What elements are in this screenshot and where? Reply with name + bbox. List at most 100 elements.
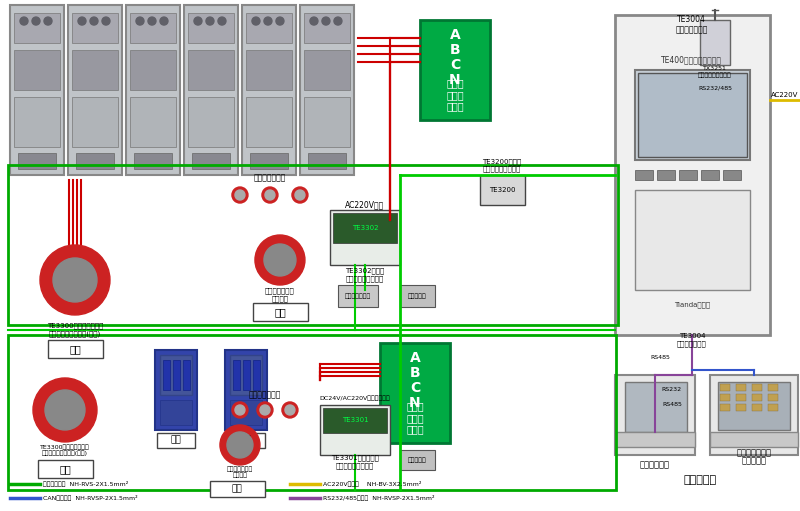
Text: 弧焊电压探测器: 弧焊电压探测器 — [345, 293, 371, 299]
Text: 消防控制室: 消防控制室 — [683, 475, 717, 485]
Bar — [14, 13, 60, 43]
Bar — [163, 360, 170, 390]
Bar — [72, 50, 118, 90]
Circle shape — [160, 17, 168, 25]
Bar — [635, 170, 653, 180]
Circle shape — [260, 405, 270, 415]
Bar — [752, 394, 762, 401]
Bar — [246, 50, 292, 90]
Text: 过渡电流互感器: 过渡电流互感器 — [249, 390, 281, 400]
Bar — [72, 97, 118, 147]
Bar — [250, 153, 288, 169]
Bar — [635, 70, 750, 160]
Bar — [246, 13, 292, 43]
Text: AC220V: AC220V — [771, 92, 798, 98]
Bar — [130, 50, 176, 90]
Bar — [615, 432, 695, 447]
Bar — [615, 375, 695, 455]
Text: 负载: 负载 — [170, 435, 182, 445]
Circle shape — [235, 190, 245, 200]
Circle shape — [322, 17, 330, 25]
Text: TE3301: TE3301 — [342, 417, 368, 423]
Circle shape — [295, 190, 305, 200]
Bar — [320, 405, 390, 455]
Bar — [155, 350, 197, 430]
Text: CAN通讯总线  NH-RVSP-2X1.5mm²: CAN通讯总线 NH-RVSP-2X1.5mm² — [43, 495, 138, 501]
Text: TX3251
消防物联网电钮模块: TX3251 消防物联网电钮模块 — [698, 66, 732, 78]
Bar — [635, 190, 750, 290]
Bar — [68, 5, 122, 175]
Text: 负载: 负载 — [241, 435, 251, 445]
Text: 剩余电流互感器
（线缆）: 剩余电流互感器 （线缆） — [265, 288, 295, 302]
Text: Tianda电气地: Tianda电气地 — [674, 301, 710, 308]
Circle shape — [265, 190, 275, 200]
Bar — [134, 153, 172, 169]
Circle shape — [276, 17, 284, 25]
Circle shape — [292, 187, 308, 203]
Bar — [188, 50, 234, 90]
Text: TE3200: TE3200 — [489, 187, 515, 193]
Bar — [701, 170, 719, 180]
Bar — [710, 432, 798, 447]
Circle shape — [45, 390, 85, 430]
Bar — [615, 15, 770, 335]
Bar — [718, 382, 790, 430]
Circle shape — [235, 405, 245, 415]
Bar — [304, 50, 350, 90]
Circle shape — [310, 17, 318, 25]
Bar — [700, 20, 730, 65]
Text: TE3300系列剩余电流式
电气火灾监控探测器(线缆): TE3300系列剩余电流式 电气火灾监控探测器(线缆) — [46, 323, 103, 337]
Text: 负载: 负载 — [274, 307, 286, 317]
Bar — [768, 394, 778, 401]
Text: 剩余电流互感器
（夹排）: 剩余电流互感器 （夹排） — [227, 466, 253, 478]
Bar — [768, 404, 778, 411]
Circle shape — [102, 17, 110, 25]
Circle shape — [252, 17, 260, 25]
Text: C: C — [410, 381, 420, 395]
Bar — [723, 170, 741, 180]
Bar — [14, 50, 60, 90]
Bar — [210, 481, 265, 497]
Bar — [160, 400, 192, 425]
Bar — [188, 97, 234, 147]
Text: C: C — [450, 58, 460, 72]
Bar — [304, 97, 350, 147]
Text: RS485: RS485 — [650, 356, 670, 360]
Text: 变压器
或上级
配电箱: 变压器 或上级 配电箱 — [406, 401, 424, 434]
Text: N: N — [449, 73, 461, 87]
Bar — [304, 13, 350, 43]
Text: 负载: 负载 — [59, 464, 71, 474]
Bar — [720, 404, 730, 411]
Bar — [625, 382, 687, 432]
Text: 火灾报警控制器: 火灾报警控制器 — [736, 449, 771, 457]
Bar — [192, 153, 230, 169]
Bar — [230, 355, 262, 395]
Text: 充裕性二总线  NH-RVS-2X1.5mm²: 充裕性二总线 NH-RVS-2X1.5mm² — [43, 481, 128, 487]
Bar — [736, 384, 746, 391]
Bar — [768, 384, 778, 391]
Bar — [736, 404, 746, 411]
Bar — [480, 175, 525, 205]
Bar — [752, 404, 762, 411]
Bar — [225, 350, 267, 430]
Bar — [243, 360, 250, 390]
Text: 过渡电流互感器: 过渡电流互感器 — [254, 174, 286, 182]
Circle shape — [53, 258, 97, 302]
Bar — [333, 213, 397, 243]
Bar — [380, 343, 450, 443]
Bar — [242, 5, 296, 175]
Text: B: B — [450, 43, 460, 57]
Bar — [233, 360, 240, 390]
Circle shape — [218, 17, 226, 25]
Text: N: N — [409, 396, 421, 410]
Circle shape — [232, 187, 248, 203]
Bar — [130, 97, 176, 147]
Bar — [300, 5, 354, 175]
Circle shape — [32, 17, 40, 25]
Text: TE3004
电气火灾监控器: TE3004 电气火灾监控器 — [677, 333, 706, 347]
Bar — [188, 13, 234, 43]
Text: B: B — [410, 366, 420, 380]
Circle shape — [90, 17, 98, 25]
Bar — [184, 5, 238, 175]
Bar — [157, 433, 195, 448]
